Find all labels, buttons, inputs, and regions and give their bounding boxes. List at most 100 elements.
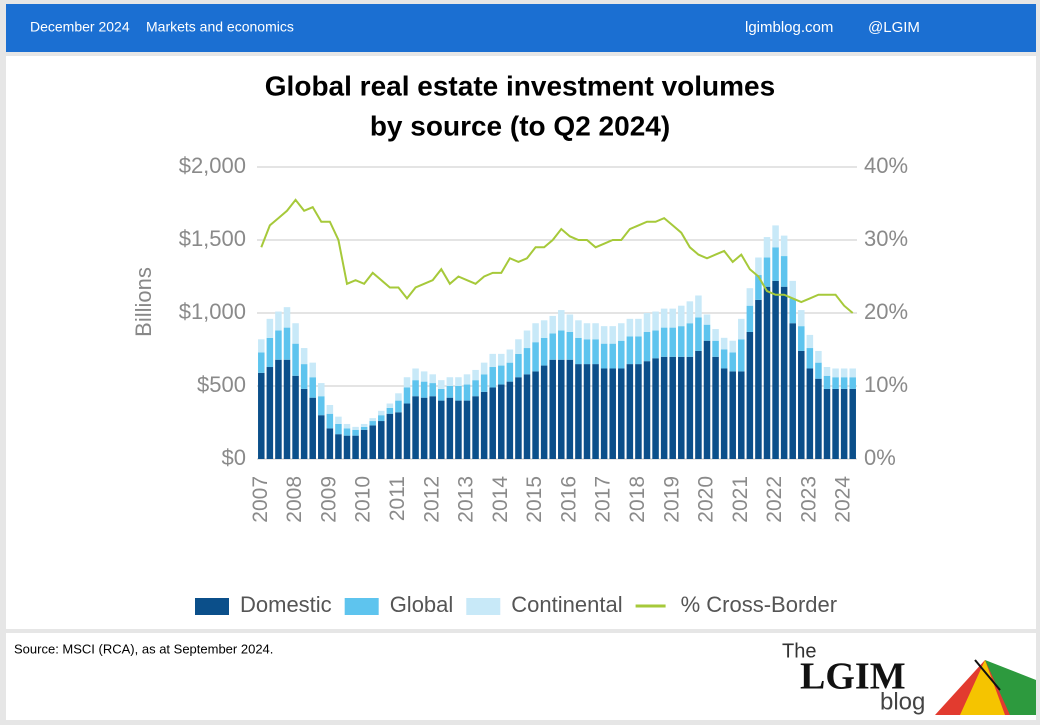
bar-segment [686,301,694,324]
bar-segment [472,380,479,397]
x-tick-label: 2014 [489,476,512,523]
bar-segment [618,368,625,459]
y2-tick-label: 40% [864,153,908,178]
bar-segment [703,340,711,459]
bar-segment [386,403,394,408]
bar-segment [720,368,728,459]
x-tick-label: 2015 [523,476,546,523]
bar-segment [292,375,299,459]
bar-segment [575,320,582,338]
bar-segment [823,367,831,376]
bar-segment [643,331,651,362]
bar-segment [275,359,282,459]
bar-segment [378,421,385,459]
bar-segment [369,418,376,422]
bar-segment [566,331,574,360]
bar-segment [643,313,651,332]
bar-segment [369,425,376,459]
bar-segment [300,388,308,459]
bar-segment [678,356,685,459]
bar-segment [635,318,642,337]
bar-segment [386,413,394,459]
bar-segment [669,308,676,328]
bar-segment [498,365,505,385]
bar-segment [283,307,291,328]
bar-segment [609,326,616,344]
legend-label: Continental [511,592,622,617]
bar-segment [738,371,745,459]
bar-segment [763,257,771,287]
bar-segment [472,369,479,381]
bar-segment [678,326,685,357]
x-tick-label: 2011 [386,476,409,521]
chart-title: Global real estate investment volumes [265,70,775,101]
bar-segment [729,340,736,353]
x-tick-label: 2007 [249,476,272,523]
bar-segment [823,375,831,389]
bar-segment [540,365,548,459]
bar-segment [472,396,479,459]
bar-segment [583,339,591,365]
bar-segment [806,334,814,349]
bar-segment [489,353,496,368]
bar-segment [583,364,591,459]
bar-segment [815,350,822,363]
bar-segment [378,415,385,422]
bar-segment [420,381,428,398]
header-site[interactable]: lgimblog.com [745,19,833,36]
bar-segment [309,397,316,459]
bar-segment [343,435,351,459]
bar-segment [789,280,796,299]
x-tick-label: 2009 [317,476,340,523]
bar-segment [763,237,771,258]
bar-segment [669,327,676,357]
y-tick-label: $0 [222,445,246,470]
bar-segment [720,337,728,350]
bar-segment [326,413,334,429]
bar-segment [695,350,702,459]
header-handle[interactable]: @LGIM [868,19,920,36]
bar-segment [266,367,274,459]
bar-segment [515,377,522,459]
bar-segment [729,352,736,372]
bar-segment [532,371,539,459]
bar-segment [798,326,805,351]
bar-segment [532,342,539,372]
bar-segment [755,275,762,300]
y-axis-label: Billions [131,267,156,337]
bar-segment [832,377,839,389]
bar-segment [618,340,625,369]
y-tick-label: $2,000 [179,153,246,178]
bar-segment [369,421,376,426]
bar-segment [712,340,719,357]
y2-tick-label: 0% [864,445,896,470]
bar-segment [540,337,548,366]
legend-label: Domestic [240,592,332,617]
bar-segment [300,364,308,389]
bar-segment [755,257,762,276]
header-date: December 2024 [30,19,130,35]
bar-segment [626,336,634,365]
bar-segment [806,348,814,369]
bar-segment [566,359,574,459]
bar-segment [558,359,565,459]
bar-segment [412,380,419,397]
x-tick-label: 2008 [283,476,306,523]
bar-segment [849,377,856,389]
x-tick-label: 2024 [832,476,855,523]
bar-segment [506,349,514,363]
y-tick-label: $1,000 [179,299,246,324]
bar-segment [575,337,582,365]
bar-segment [258,339,265,353]
legend-swatch [344,598,379,615]
bar-segment [815,378,822,459]
bar-segment [849,368,856,378]
bar-segment [772,247,779,281]
bar-segment [455,400,462,459]
bar-segment [652,330,659,359]
bar-segment [335,423,342,435]
bar-segment [395,412,402,459]
bar-segment [746,305,754,332]
bar-segment [780,256,788,287]
bar-segment [549,315,556,334]
